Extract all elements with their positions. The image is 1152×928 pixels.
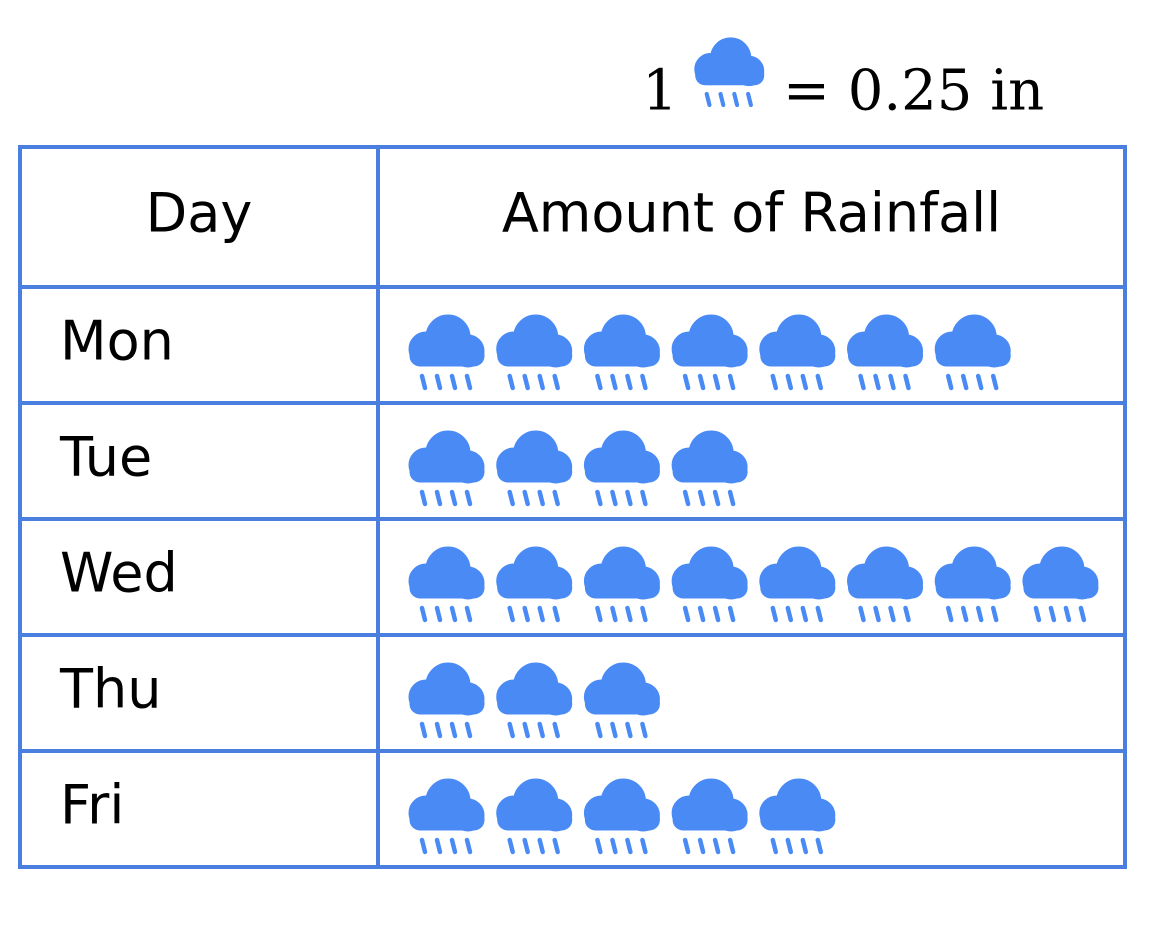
rain-icon bbox=[584, 547, 659, 620]
rain-icon bbox=[1023, 547, 1098, 620]
rain-icon bbox=[409, 315, 484, 388]
rain-icon bbox=[760, 315, 835, 388]
rain-icon bbox=[760, 779, 835, 852]
column-header: Day bbox=[146, 182, 253, 245]
icon-row bbox=[409, 315, 1010, 388]
rain-icon bbox=[584, 431, 659, 504]
rain-icon bbox=[935, 547, 1010, 620]
row-label: Wed bbox=[60, 542, 178, 605]
rain-icon bbox=[672, 779, 747, 852]
rain-icon bbox=[935, 315, 1010, 388]
rain-icon bbox=[409, 779, 484, 852]
rain-icon bbox=[497, 547, 572, 620]
rain-icon bbox=[497, 431, 572, 504]
rain-icon bbox=[497, 315, 572, 388]
rain-icon bbox=[760, 547, 835, 620]
table: Day Amount of Rainfall Mon Tue Wed Thu Fri bbox=[18, 145, 1127, 869]
icon-row bbox=[409, 547, 1098, 620]
rain-icon bbox=[672, 315, 747, 388]
key-value: = 0.25 in bbox=[783, 59, 1044, 124]
table-border bbox=[18, 145, 1127, 869]
row-label: Tue bbox=[59, 426, 152, 489]
icon-row bbox=[409, 779, 835, 852]
icon-row bbox=[409, 663, 659, 736]
rain-icon bbox=[409, 663, 484, 736]
row-label: Thu bbox=[59, 658, 161, 721]
rain-icon bbox=[409, 431, 484, 504]
column-header: Amount of Rainfall bbox=[502, 182, 1001, 245]
rain-icon bbox=[672, 547, 747, 620]
rain-icon bbox=[497, 779, 572, 852]
row-label: Fri bbox=[60, 774, 124, 837]
rain-icon bbox=[695, 38, 764, 105]
rain-icon bbox=[584, 663, 659, 736]
rain-icon bbox=[848, 315, 923, 388]
rain-icon bbox=[584, 315, 659, 388]
rain-icon bbox=[497, 663, 572, 736]
rain-icon bbox=[584, 779, 659, 852]
key-icon bbox=[695, 38, 764, 105]
key-count: 1 bbox=[642, 59, 678, 124]
rain-icon bbox=[848, 547, 923, 620]
rain-icon bbox=[409, 547, 484, 620]
row-label: Mon bbox=[60, 310, 174, 373]
icon-row bbox=[409, 431, 747, 504]
rain-icon bbox=[672, 431, 747, 504]
